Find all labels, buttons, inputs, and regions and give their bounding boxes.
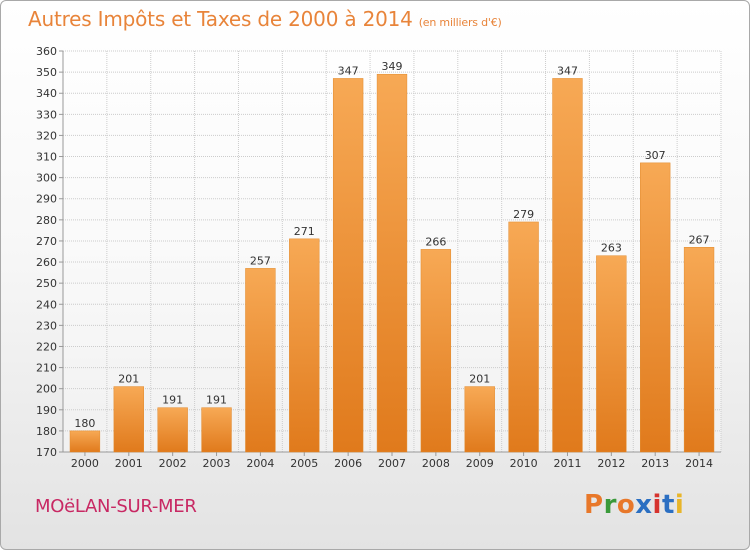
y-tick-label: 260 (36, 256, 57, 269)
value-label-2001: 201 (118, 373, 139, 386)
value-label-2000: 180 (74, 417, 95, 430)
data-labels: 180 201 191 191 257 271 347 349 266 201 279 347 263 3… (74, 60, 709, 430)
bar-2009 (464, 386, 495, 453)
chart-unit: (en milliers d'€) (418, 16, 502, 29)
x-tick-label-2003: 2003 (203, 457, 231, 470)
x-tick-label-2010: 2010 (510, 457, 538, 470)
y-tick-label: 330 (36, 108, 57, 121)
bar-2004 (245, 268, 276, 453)
bar-2012 (596, 255, 627, 453)
x-tick-label-2011: 2011 (553, 457, 581, 470)
bar-2013 (640, 162, 671, 453)
x-tick-label-2000: 2000 (71, 457, 99, 470)
value-label-2009: 201 (469, 373, 490, 386)
bar-2000 (69, 430, 101, 453)
x-tick-label-2002: 2002 (159, 457, 187, 470)
logo-letter: P (584, 490, 604, 520)
y-tick-label: 270 (36, 235, 57, 248)
logo-letter: i (652, 490, 662, 520)
y-tick-label: 180 (36, 425, 57, 438)
y-tick-label: 210 (36, 362, 57, 375)
y-tick-label: 200 (36, 383, 57, 396)
proxiti-logo: Proxiti (584, 490, 684, 520)
bar-2008 (420, 249, 452, 453)
y-tick-label: 300 (36, 172, 57, 185)
value-label-2012: 263 (601, 242, 622, 255)
chart-title: Autres Impôts et Taxes de 2000 à 2014 (en… (28, 7, 502, 31)
y-tick-label: 230 (36, 319, 57, 332)
value-label-2005: 271 (294, 225, 315, 238)
value-label-2011: 347 (557, 64, 578, 77)
bar-2005 (289, 238, 320, 453)
value-label-2007: 349 (382, 60, 403, 73)
y-tick-label: 310 (36, 151, 57, 164)
x-tick-label-2008: 2008 (422, 457, 450, 470)
value-label-2006: 347 (338, 64, 359, 77)
x-tick-label-2007: 2007 (378, 457, 406, 470)
bar-2011 (552, 78, 583, 453)
bar-2003 (201, 407, 232, 453)
value-label-2013: 307 (645, 149, 666, 162)
x-tick-label-2009: 2009 (466, 457, 494, 470)
y-tick-label: 170 (36, 446, 57, 459)
commune-name: MOëLAN-SUR-MER (35, 496, 197, 517)
chart-title-text: Autres Impôts et Taxes de 2000 à 2014 (28, 7, 413, 31)
value-label-2002: 191 (162, 394, 183, 407)
x-tick-label-2013: 2013 (641, 457, 669, 470)
x-tick-label-2005: 2005 (290, 457, 318, 470)
y-tick-label: 360 (36, 45, 57, 58)
value-label-2004: 257 (250, 254, 271, 267)
bar-2002 (157, 407, 188, 453)
y-tick-label: 290 (36, 193, 57, 206)
bars (69, 73, 715, 453)
y-tick-label: 220 (36, 340, 57, 353)
y-tick-label: 240 (36, 298, 57, 311)
value-label-2010: 279 (513, 208, 534, 221)
bar-2006 (332, 78, 364, 453)
bar-2001 (113, 386, 144, 453)
x-tick-label-2004: 2004 (246, 457, 274, 470)
logo-letter: x (635, 490, 653, 520)
bar-2014 (683, 247, 715, 453)
logo-letter: r (603, 490, 617, 520)
y-tick-label: 250 (36, 277, 57, 290)
bar-2010 (508, 221, 539, 453)
bar-2007 (376, 73, 408, 453)
x-tick-label-2012: 2012 (597, 457, 625, 470)
logo-letter: i (674, 490, 685, 520)
y-tick-label: 350 (36, 66, 57, 79)
logo-letter: o (616, 490, 636, 520)
y-tick-label: 340 (36, 87, 57, 100)
y-tick-label: 280 (36, 214, 57, 227)
y-tick-label: 190 (36, 404, 57, 417)
y-tick-label: 320 (36, 129, 57, 142)
logo-letter: t (661, 490, 675, 520)
x-tick-label-2014: 2014 (685, 457, 713, 470)
value-label-2014: 267 (689, 233, 710, 246)
x-tick-label-2006: 2006 (334, 457, 362, 470)
x-tick-label-2001: 2001 (115, 457, 143, 470)
value-label-2003: 191 (206, 394, 227, 407)
value-label-2008: 266 (425, 235, 446, 248)
